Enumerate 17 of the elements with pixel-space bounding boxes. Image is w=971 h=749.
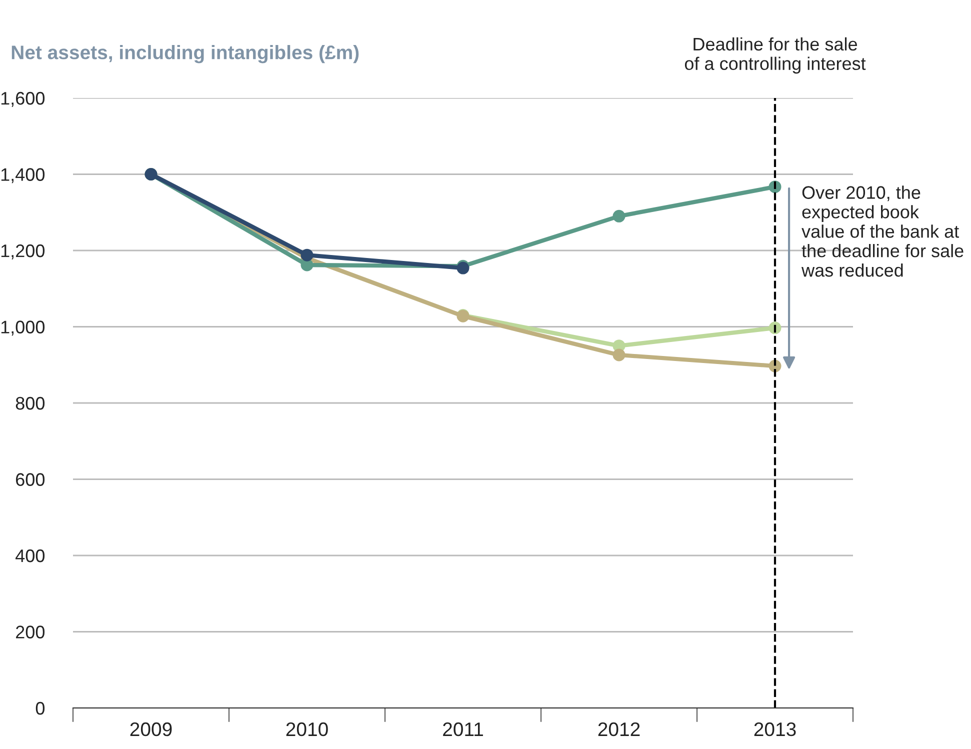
y-tick-label: 400 <box>16 549 45 562</box>
x-tick-label: 2013 <box>754 722 796 736</box>
y-tick-label: 800 <box>16 396 45 410</box>
x-tick-label: 2010 <box>286 722 328 736</box>
y-tick-label: 1,600 <box>1 92 45 107</box>
ref-line-label: Deadline for the sale of a controlling interest <box>684 37 866 74</box>
chart-title: Net assets, including intangibles (£m) <box>12 45 359 64</box>
y-tick-label: 1,400 <box>1 168 45 184</box>
y-tick-label: 600 <box>16 473 45 486</box>
x-tick-label: 2009 <box>130 722 172 736</box>
y-tick-label: 1,000 <box>1 320 45 336</box>
annotation: Over 2010, the expected book value of the bank at the deadline for sale was reduced <box>801 186 964 277</box>
y-tick-label: 200 <box>16 626 45 638</box>
y-tick-label: 1,200 <box>1 244 45 260</box>
x-tick-label: 2012 <box>598 722 640 736</box>
x-tick-label: 2011 <box>443 722 483 736</box>
y-tick-label: 0 <box>36 702 45 715</box>
